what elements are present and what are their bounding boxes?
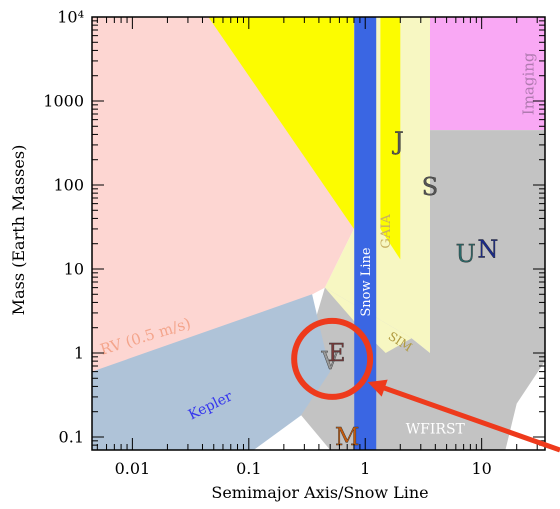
gaia-label: GAIA — [379, 214, 394, 249]
wfirst-label: WFIRST — [406, 422, 466, 438]
planet-jupiter: J — [391, 127, 404, 155]
y-tick-label: 1 — [74, 343, 84, 362]
regions-layer — [92, 17, 545, 450]
snow-line-label: Snow Line — [359, 247, 374, 317]
region-gaia — [324, 17, 430, 353]
y-tick-label: 0.1 — [59, 427, 84, 446]
imaging-label: Imaging — [520, 52, 538, 115]
y-tick-label: 10 — [64, 259, 84, 278]
arrow-shaft — [380, 384, 560, 453]
x-tick-label: 10 — [471, 459, 491, 478]
snow-line-band — [354, 17, 377, 450]
x-tick-label: 0.01 — [115, 459, 151, 478]
y-tick-label: 100 — [53, 175, 84, 194]
planet-earth: E — [328, 339, 346, 367]
region-imaging — [430, 17, 545, 131]
region-wfirst — [283, 130, 545, 450]
arrow-head — [367, 379, 388, 397]
planet-saturn: S — [422, 173, 438, 201]
axes-layer: 0.01 0.1 1 10 0.1 1 10 100 1000 10⁴ — [43, 8, 546, 478]
x-tick-label: 1 — [360, 459, 370, 478]
x-tick-label: 0.1 — [236, 459, 261, 478]
region-yellow — [208, 17, 354, 229]
y-axis-label: Mass (Earth Masses) — [9, 145, 28, 316]
planet-uranus: U — [456, 240, 476, 268]
region-yellow2 — [380, 17, 401, 260]
y-tick-label: 10⁴ — [57, 8, 84, 27]
region-kepler — [92, 294, 331, 450]
highlight-circle — [291, 317, 374, 400]
x-axis-label: Semimajor Axis/Snow Line — [211, 483, 428, 502]
planet-venus: V — [321, 347, 340, 375]
y-tick-label: 1000 — [43, 91, 84, 110]
snow-line-arrow — [367, 379, 560, 453]
planet-neptune: N — [477, 236, 498, 264]
